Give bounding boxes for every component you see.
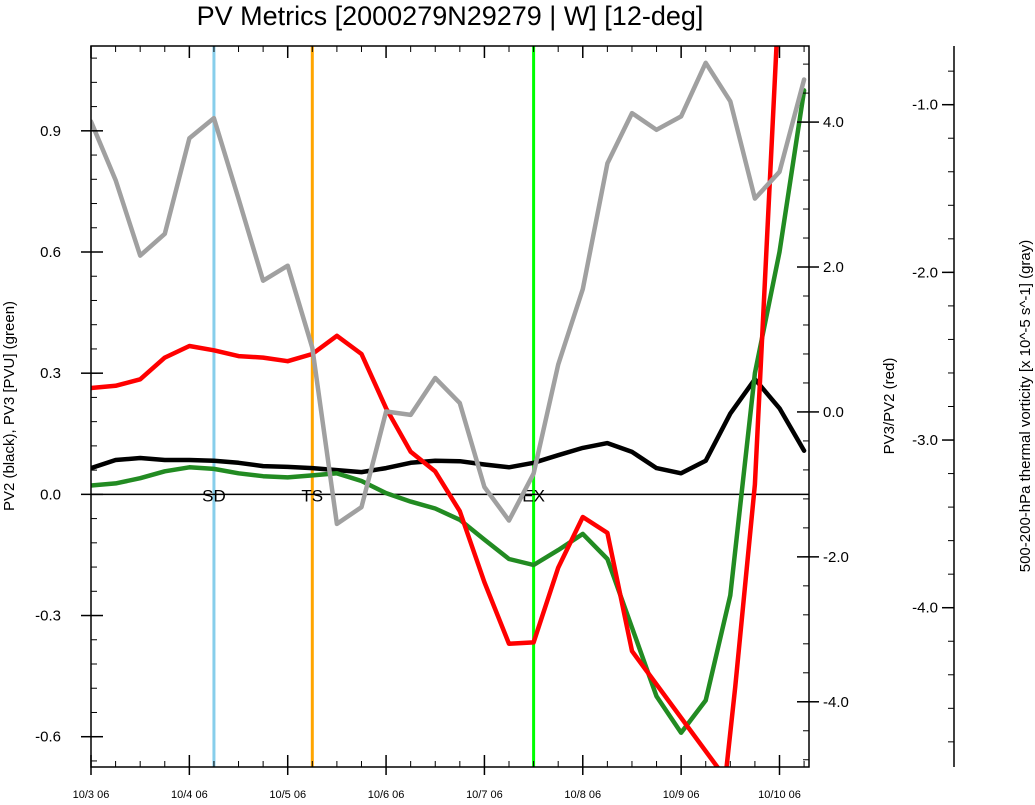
series-line-right2-3 xyxy=(91,60,807,527)
y-left-tick-label: 0.0 xyxy=(40,486,61,503)
x-tick-label: 10/7 06 xyxy=(466,789,503,801)
marker-label-sd: SD xyxy=(202,486,226,505)
y-left-tick-label: -0.6 xyxy=(35,729,61,746)
y-right1-tick-label: 2.0 xyxy=(823,259,844,276)
x-tick-label: 10/4 06 xyxy=(171,789,208,801)
y-right1-tick-label: -2.0 xyxy=(823,549,849,566)
y-axis-right2-label: 500-200-hPa thermal vorticity [x 10^-5 s… xyxy=(1017,240,1034,573)
y-right2-tick-label: -3.0 xyxy=(912,432,938,449)
series-line-left-0 xyxy=(91,376,807,476)
chart-title: PV Metrics [2000279N29279 | W] [12-deg] xyxy=(197,1,704,31)
x-tick-label: 10/8 06 xyxy=(564,789,601,801)
x-tick-label: 10/6 06 xyxy=(368,789,405,801)
x-tick-label: 10/9 06 xyxy=(663,789,700,801)
x-tick-label: 10/3 06 xyxy=(73,789,110,801)
y-right2-tick-label: -4.0 xyxy=(912,600,938,617)
y-axis-left-label: PV2 (black), PV3 [PVU] (green) xyxy=(1,301,18,511)
plot-frame xyxy=(90,45,810,768)
x-tick-label: 10/10 06 xyxy=(758,789,801,801)
y-left-tick-label: -0.3 xyxy=(35,608,61,625)
y-right1-tick-label: 0.0 xyxy=(823,404,844,421)
y-left-tick-label: 0.6 xyxy=(40,244,61,261)
marker-label-ts: TS xyxy=(301,486,323,505)
y-axis-right1-label: PV3/PV2 (red) xyxy=(881,358,898,455)
marker-label-ex: EX xyxy=(522,486,545,505)
y-left-tick-label: 0.9 xyxy=(40,123,61,140)
y-right1-tick-label: 4.0 xyxy=(823,114,844,131)
x-tick-label: 10/5 06 xyxy=(269,789,306,801)
series-line-left-1 xyxy=(91,88,807,735)
y-left-tick-label: 0.3 xyxy=(40,365,61,382)
y-right2-tick-label: -2.0 xyxy=(912,264,938,281)
y-right1-tick-label: -4.0 xyxy=(823,694,849,711)
y-right2-tick-label: -1.0 xyxy=(912,97,938,114)
series-line-right1-2 xyxy=(91,46,779,767)
